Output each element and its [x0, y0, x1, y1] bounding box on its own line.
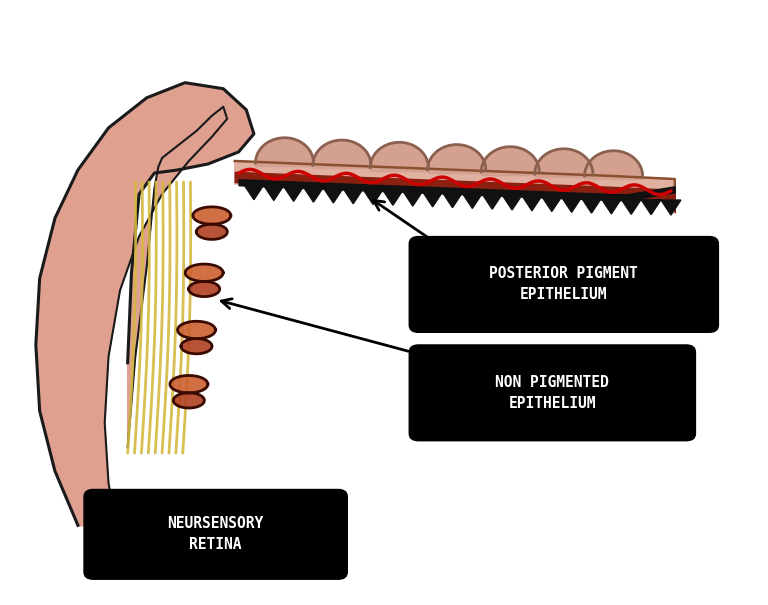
Polygon shape	[428, 145, 486, 170]
Polygon shape	[303, 187, 323, 202]
Polygon shape	[661, 200, 681, 215]
Polygon shape	[197, 224, 227, 240]
Polygon shape	[181, 339, 212, 354]
FancyBboxPatch shape	[409, 345, 696, 440]
Polygon shape	[244, 185, 264, 200]
Polygon shape	[370, 168, 429, 171]
Polygon shape	[170, 376, 208, 393]
Polygon shape	[584, 151, 643, 176]
Polygon shape	[641, 200, 661, 215]
Text: POSTERIOR PIGMENT
EPITHELIUM: POSTERIOR PIGMENT EPITHELIUM	[489, 266, 638, 302]
Polygon shape	[177, 321, 216, 339]
Polygon shape	[462, 194, 482, 208]
Polygon shape	[561, 197, 581, 212]
Polygon shape	[542, 197, 561, 212]
Polygon shape	[264, 186, 283, 200]
Polygon shape	[422, 192, 442, 207]
Polygon shape	[185, 264, 223, 281]
Polygon shape	[383, 190, 403, 205]
Polygon shape	[522, 195, 542, 211]
Polygon shape	[584, 176, 643, 179]
Polygon shape	[313, 140, 371, 165]
Polygon shape	[482, 146, 539, 172]
Polygon shape	[323, 188, 343, 203]
Polygon shape	[256, 138, 313, 163]
Polygon shape	[36, 83, 254, 525]
Polygon shape	[193, 207, 230, 224]
Polygon shape	[235, 161, 675, 200]
Polygon shape	[256, 163, 313, 166]
Polygon shape	[283, 186, 303, 201]
Polygon shape	[403, 191, 422, 206]
FancyBboxPatch shape	[409, 237, 718, 332]
Polygon shape	[442, 192, 462, 208]
Polygon shape	[343, 189, 363, 204]
Text: NEURSENSORY
RETINA: NEURSENSORY RETINA	[167, 516, 263, 552]
Polygon shape	[621, 199, 641, 214]
Polygon shape	[502, 195, 522, 210]
Polygon shape	[174, 393, 204, 408]
Polygon shape	[313, 165, 371, 168]
Polygon shape	[581, 198, 601, 213]
Polygon shape	[363, 189, 383, 204]
Polygon shape	[428, 170, 486, 173]
Polygon shape	[535, 149, 593, 174]
Polygon shape	[535, 174, 593, 177]
Text: NON PIGMENTED
EPITHELIUM: NON PIGMENTED EPITHELIUM	[495, 375, 609, 411]
Polygon shape	[601, 199, 621, 214]
FancyBboxPatch shape	[84, 489, 347, 579]
Polygon shape	[482, 194, 502, 209]
Polygon shape	[482, 172, 539, 175]
Polygon shape	[189, 281, 220, 296]
Polygon shape	[370, 142, 429, 168]
